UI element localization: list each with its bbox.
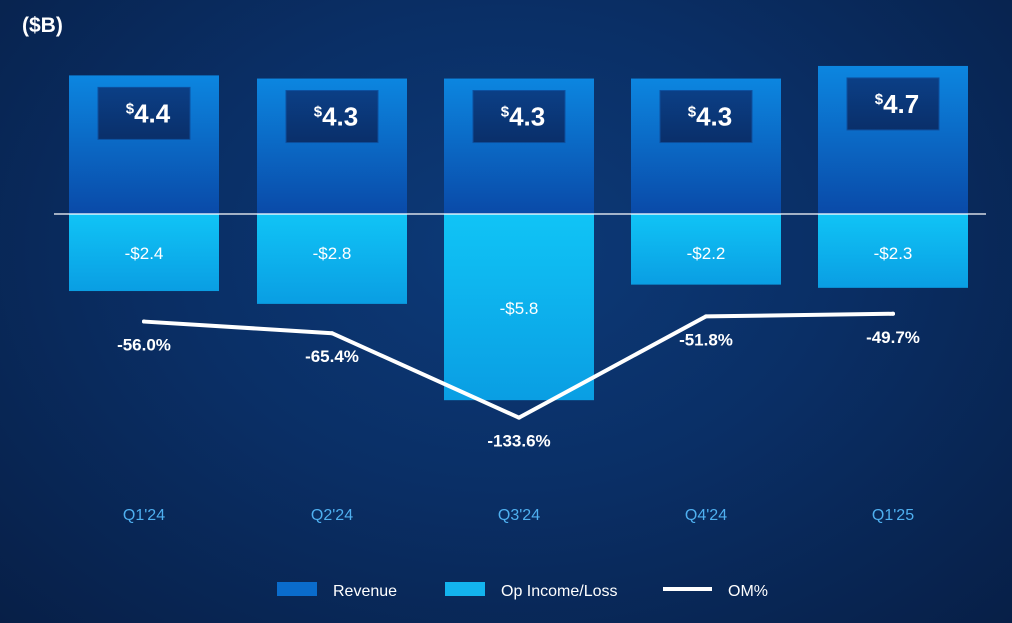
om-percent-point xyxy=(517,415,521,420)
om-percent-label: -51.8% xyxy=(679,330,733,349)
op-income-value-label: -$5.8 xyxy=(500,299,539,318)
op-income-bar xyxy=(257,214,407,304)
category-label: Q1'24 xyxy=(123,507,165,524)
legend-label-op-income: Op Income/Loss xyxy=(501,583,618,600)
om-percent-label: -56.0% xyxy=(117,336,171,355)
om-percent-label: -133.6% xyxy=(487,432,550,451)
revenue-value-label: $4.4 xyxy=(126,98,171,128)
category-label: Q1'25 xyxy=(872,507,914,524)
category-label: Q3'24 xyxy=(498,507,540,524)
om-percent-label: -49.7% xyxy=(866,328,920,347)
revenue-value-box xyxy=(97,86,191,140)
legend-swatch-revenue xyxy=(277,582,317,596)
op-income-value-label: -$2.8 xyxy=(313,244,352,263)
op-income-bar xyxy=(818,214,968,288)
revenue-value-label: $4.7 xyxy=(875,89,920,119)
op-income-value-label: -$2.3 xyxy=(874,244,913,263)
legend-swatch-op-income xyxy=(445,582,485,596)
op-income-bar xyxy=(631,214,781,285)
op-income-value-label: -$2.2 xyxy=(687,244,726,263)
legend-label-om: OM% xyxy=(728,583,768,600)
unit-label: ($B) xyxy=(22,14,63,37)
om-percent-point xyxy=(704,314,708,319)
revenue-value-box xyxy=(846,77,940,131)
revenue-value-label: $4.3 xyxy=(314,102,359,132)
om-percent-point xyxy=(891,311,895,316)
om-percent-point xyxy=(142,319,146,324)
category-label: Q2'24 xyxy=(311,507,353,524)
revenue-value-box xyxy=(472,90,566,144)
op-income-bar xyxy=(444,214,594,401)
op-income-value-label: -$2.4 xyxy=(125,244,164,263)
revenue-value-label: $4.3 xyxy=(501,102,546,132)
revenue-value-box xyxy=(659,90,753,144)
legend-label-revenue: Revenue xyxy=(333,583,397,600)
revenue-value-box xyxy=(285,90,379,144)
op-income-bar xyxy=(69,214,219,292)
om-percent-label: -65.4% xyxy=(305,347,359,366)
revenue-value-label: $4.3 xyxy=(688,102,733,132)
category-label: Q4'24 xyxy=(685,507,727,524)
om-percent-point xyxy=(330,331,334,336)
